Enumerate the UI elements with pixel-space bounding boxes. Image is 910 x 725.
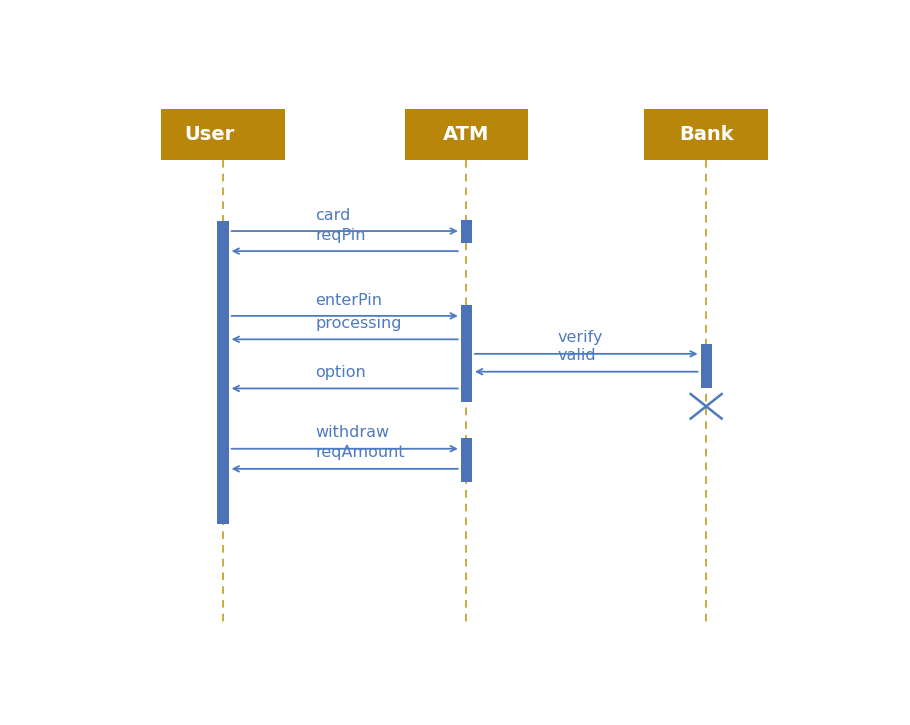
- Bar: [460, 220, 472, 244]
- Bar: [405, 109, 528, 160]
- Bar: [644, 109, 768, 160]
- Text: User: User: [184, 125, 235, 144]
- Text: reqPin: reqPin: [316, 228, 366, 243]
- Bar: [161, 109, 285, 160]
- Text: card: card: [316, 207, 351, 223]
- Text: reqAmount: reqAmount: [316, 445, 405, 460]
- Bar: [460, 304, 472, 402]
- Text: processing: processing: [316, 316, 402, 331]
- Text: enterPin: enterPin: [316, 292, 382, 307]
- Text: Bank: Bank: [679, 125, 733, 144]
- Text: withdraw: withdraw: [316, 426, 389, 440]
- Text: verify: verify: [558, 331, 603, 346]
- Text: valid: valid: [558, 348, 596, 363]
- Bar: [460, 438, 472, 482]
- Text: option: option: [316, 365, 366, 380]
- Bar: [701, 344, 712, 389]
- Bar: [217, 221, 228, 523]
- Text: ATM: ATM: [443, 125, 490, 144]
